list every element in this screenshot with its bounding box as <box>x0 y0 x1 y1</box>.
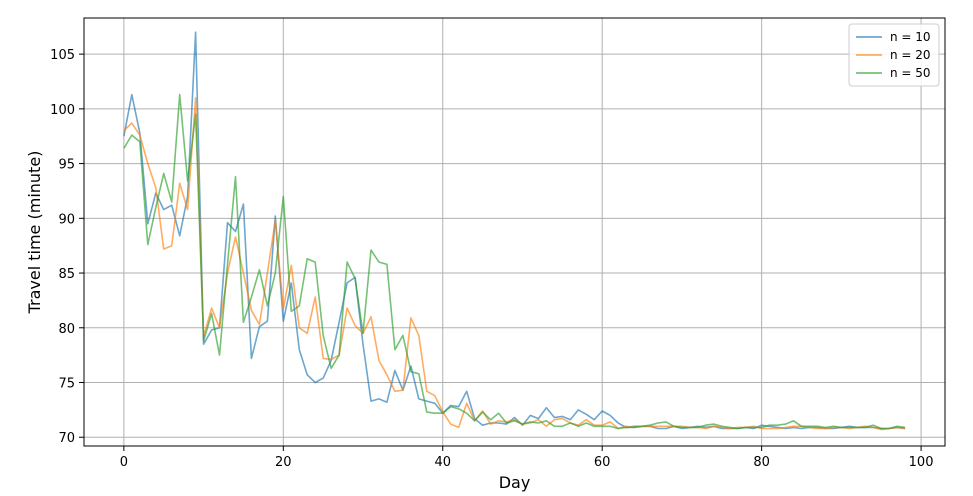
series-line-1 <box>123 31 906 430</box>
y-axis-ticks: 70 75 80 85 90 95 100 105 <box>50 48 84 446</box>
x-tick-label: 0 <box>120 455 128 470</box>
y-tick-label: 75 <box>58 377 75 392</box>
legend-label: n = 20 <box>890 48 931 62</box>
legend-label: n = 10 <box>890 30 931 44</box>
y-tick-label: 95 <box>58 158 75 173</box>
plot-frame <box>83 17 946 447</box>
x-axis-ticks: 0 20 40 60 80 100 <box>120 446 934 470</box>
grid-lines <box>84 18 945 446</box>
legend-label: n = 50 <box>890 66 931 80</box>
y-axis-label: Travel time (minute) <box>25 151 44 315</box>
series-line-2 <box>123 97 906 431</box>
y-tick-label: 85 <box>58 267 75 282</box>
legend-box <box>848 23 940 87</box>
x-tick-label: 80 <box>753 455 770 470</box>
series-lines <box>123 31 906 431</box>
x-tick-label: 40 <box>434 455 451 470</box>
y-tick-label: 80 <box>58 322 75 337</box>
x-tick-label: 60 <box>594 455 611 470</box>
y-tick-label: 105 <box>50 48 75 63</box>
y-tick-label: 70 <box>58 431 75 446</box>
y-tick-label: 90 <box>58 212 75 227</box>
x-tick-label: 20 <box>275 455 292 470</box>
legend: n = 10 n = 20 n = 50 <box>848 23 940 87</box>
x-tick-label: 100 <box>909 455 934 470</box>
y-tick-label: 100 <box>50 103 75 118</box>
series-line-3 <box>123 93 906 430</box>
x-axis-label: Day <box>499 473 531 492</box>
